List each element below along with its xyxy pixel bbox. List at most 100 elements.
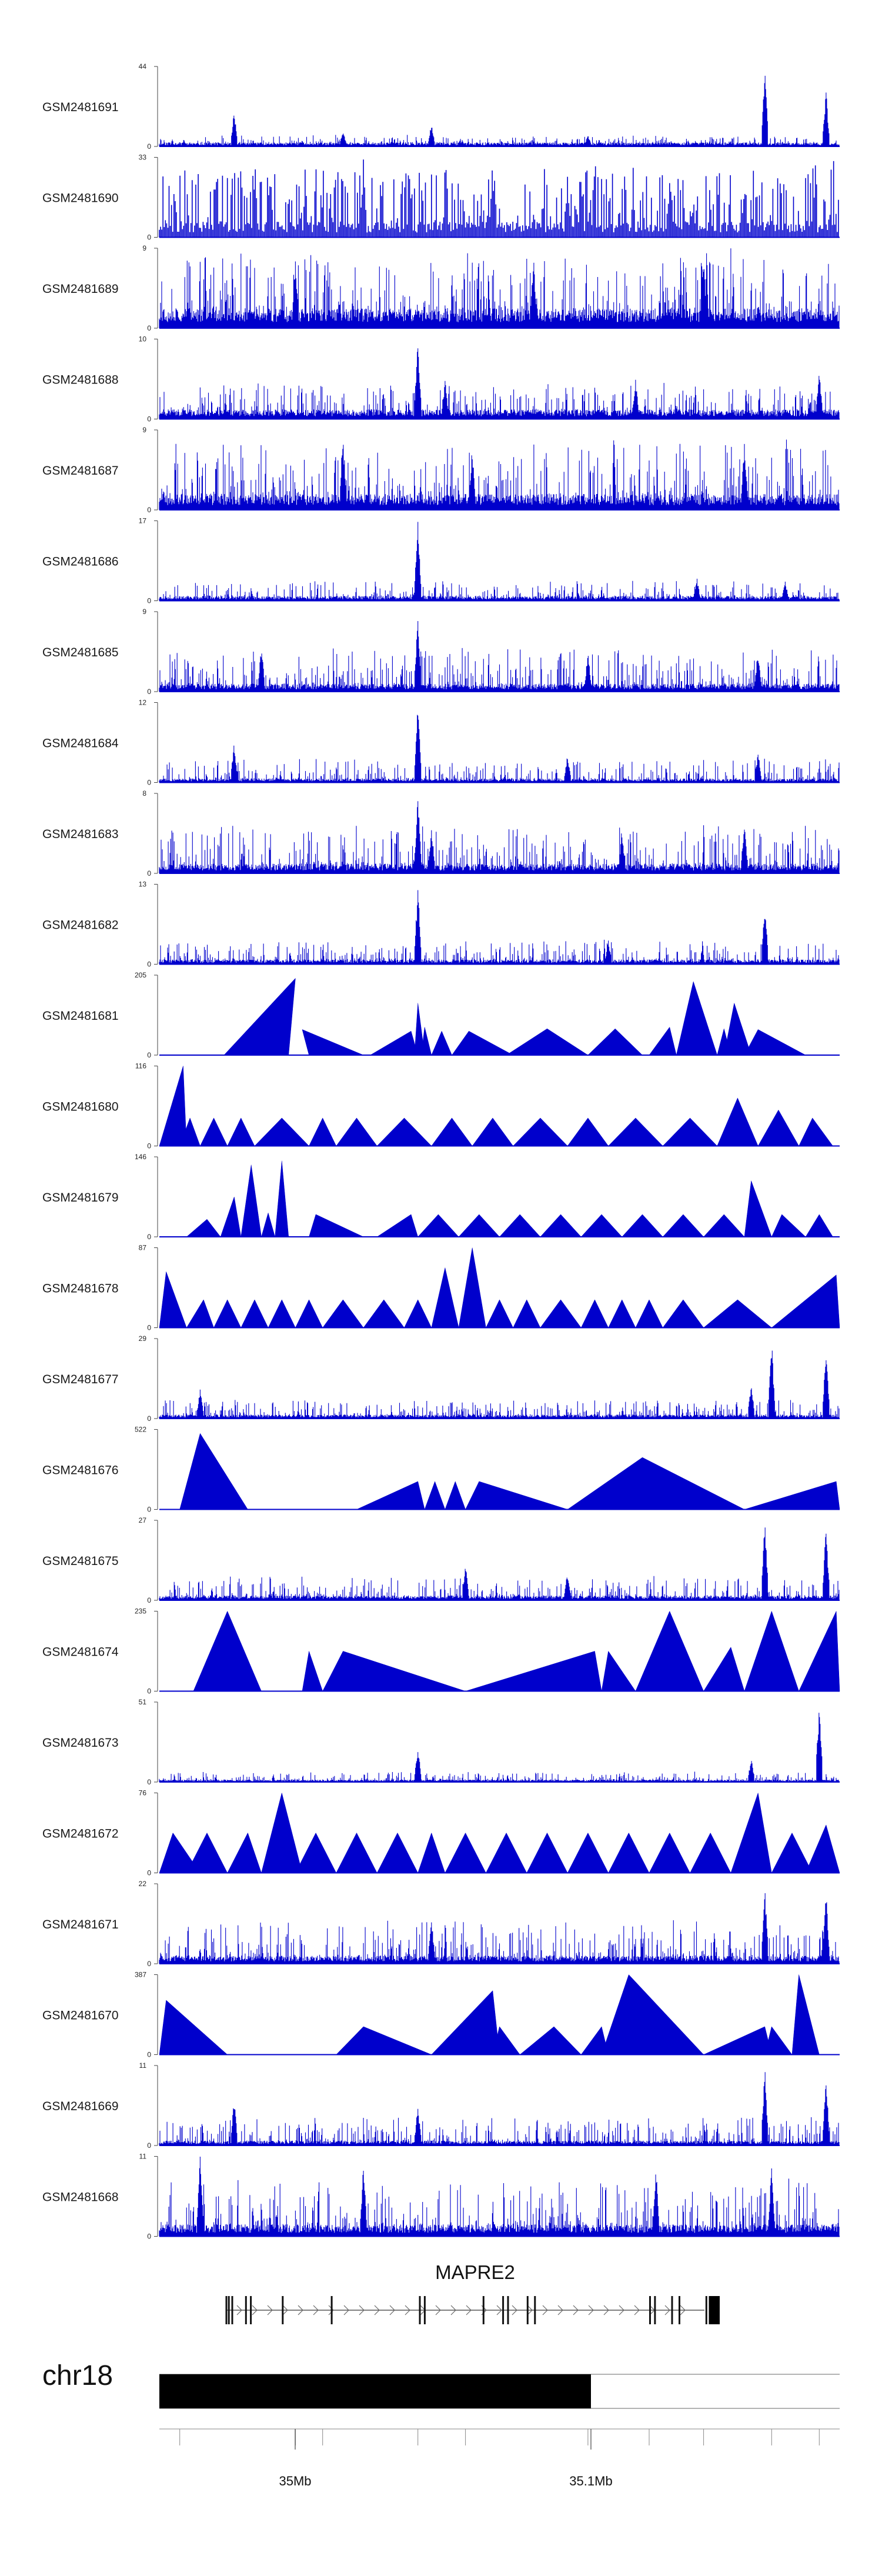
signal-peak <box>485 1832 527 1873</box>
track-GSM2481683: GSM2481683 8 0 <box>42 789 840 877</box>
exon <box>330 2296 333 2324</box>
y-max-label: 11 <box>139 2061 147 2070</box>
signal-coverage <box>159 621 840 692</box>
signal-peak <box>268 1299 296 1328</box>
strand-arrow <box>282 2305 288 2315</box>
signal-coverage <box>159 890 840 965</box>
track-label: GSM2481684 <box>42 737 119 750</box>
signal-peak <box>309 1117 337 1146</box>
signal-coverage <box>159 348 840 419</box>
signal-coverage <box>159 1350 840 1419</box>
y-min-label: 0 <box>147 1506 151 1514</box>
strand-arrow <box>466 2305 472 2315</box>
signal-peak <box>227 1832 262 1873</box>
signal-peak <box>635 1299 663 1328</box>
signal-peak <box>179 1117 201 1146</box>
track-GSM2481690: GSM2481690 33 0 <box>42 154 840 242</box>
signal-coverage <box>159 2157 840 2237</box>
signal-peak <box>744 1029 806 1056</box>
signal-peak <box>662 1117 718 1146</box>
track-label: GSM2481673 <box>42 1736 119 1750</box>
signal-peak <box>703 2026 772 2055</box>
y-max-label: 27 <box>139 1516 147 1524</box>
track-label: GSM2481674 <box>42 1646 119 1659</box>
exon <box>502 2296 505 2324</box>
signal-peak <box>601 1650 636 1691</box>
signal-peak <box>580 1214 623 1237</box>
signal-coverage <box>159 159 839 238</box>
signal-peak <box>336 1832 377 1873</box>
track-GSM2481681: GSM2481681 205 0 <box>42 971 840 1059</box>
track-GSM2481678: GSM2481678 87 0 <box>42 1244 840 1332</box>
strand-arrow <box>236 2305 242 2315</box>
track-GSM2481674: GSM2481674 235 0 <box>42 1607 840 1696</box>
signal-peak <box>608 1117 663 1146</box>
strand-arrow <box>298 2305 303 2315</box>
y-max-label: 10 <box>139 335 147 343</box>
signal-peak <box>744 1481 840 1510</box>
exon <box>671 2296 673 2324</box>
signal-peak <box>227 1117 255 1146</box>
position-label: 35Mb <box>279 2474 311 2488</box>
track-label: GSM2481678 <box>42 1282 119 1296</box>
strand-arrow <box>542 2305 548 2315</box>
y-min-label: 0 <box>147 1960 151 1968</box>
chromosome-ideogram: chr18 35Mb 35.1Mb <box>42 2360 840 2488</box>
y-min-label: 0 <box>147 2141 151 2150</box>
y-min-label: 0 <box>147 597 151 605</box>
signal-peak <box>431 1267 459 1328</box>
signal-peak <box>458 1214 500 1237</box>
track-GSM2481672: GSM2481672 76 0 <box>42 1789 840 1877</box>
signal-peak <box>622 1214 663 1237</box>
y-min-label: 0 <box>147 1778 151 1786</box>
y-min-label: 0 <box>147 1233 151 1241</box>
signal-coverage <box>159 2072 840 2145</box>
signal-coverage <box>159 75 840 146</box>
signal-peak <box>791 1974 820 2055</box>
signal-peak <box>431 1030 452 1056</box>
track-label: GSM2481683 <box>42 827 119 841</box>
signal-peak <box>499 1214 541 1237</box>
track-GSM2481685: GSM2481685 9 0 <box>42 608 840 696</box>
signal-peak <box>261 1212 276 1237</box>
signal-peak <box>601 1974 704 2055</box>
y-min-label: 0 <box>147 233 151 242</box>
strand-arrow <box>328 2305 334 2315</box>
strand-arrow <box>496 2305 502 2315</box>
signal-peak <box>421 1027 432 1056</box>
signal-peak <box>513 1117 568 1146</box>
signal-peak <box>567 1832 609 1873</box>
chromosome-label: chr18 <box>42 2360 113 2391</box>
signal-peak <box>445 1481 466 1510</box>
signal-peak <box>261 1793 303 1873</box>
signal-peak <box>703 1647 745 1691</box>
track-label: GSM2481671 <box>42 1918 119 1931</box>
signal-peak <box>465 1651 602 1691</box>
signal-peak <box>486 1299 513 1328</box>
position-label: 35.1Mb <box>569 2474 612 2488</box>
signal-coverage <box>159 801 840 873</box>
strand-arrow <box>389 2305 395 2315</box>
track-label: GSM2481676 <box>42 1464 119 1477</box>
track-GSM2481669: GSM2481669 11 0 <box>42 2061 840 2150</box>
signal-peak <box>376 1214 419 1237</box>
track-label: GSM2481672 <box>42 1827 119 1841</box>
exon <box>423 2296 426 2324</box>
track-GSM2481687: GSM2481687 9 0 <box>42 426 840 514</box>
track-GSM2481682: GSM2481682 13 0 <box>42 880 840 969</box>
strand-arrow <box>603 2305 609 2315</box>
track-label: GSM2481691 <box>42 101 119 114</box>
track-GSM2481684: GSM2481684 12 0 <box>42 699 840 787</box>
y-max-label: 51 <box>139 1698 147 1706</box>
signal-peak <box>186 1832 228 1873</box>
track-GSM2481680: GSM2481680 116 0 <box>42 1062 840 1150</box>
strand-arrow <box>374 2305 380 2315</box>
y-min-label: 0 <box>147 1142 151 1150</box>
signal-peak <box>662 1299 704 1328</box>
signal-peak <box>240 1299 269 1328</box>
track-GSM2481677: GSM2481677 29 0 <box>42 1334 840 1423</box>
strand-arrow <box>359 2305 365 2315</box>
strand-arrow <box>450 2305 456 2315</box>
signal-peak <box>404 1299 432 1328</box>
signal-peak <box>376 1832 419 1873</box>
